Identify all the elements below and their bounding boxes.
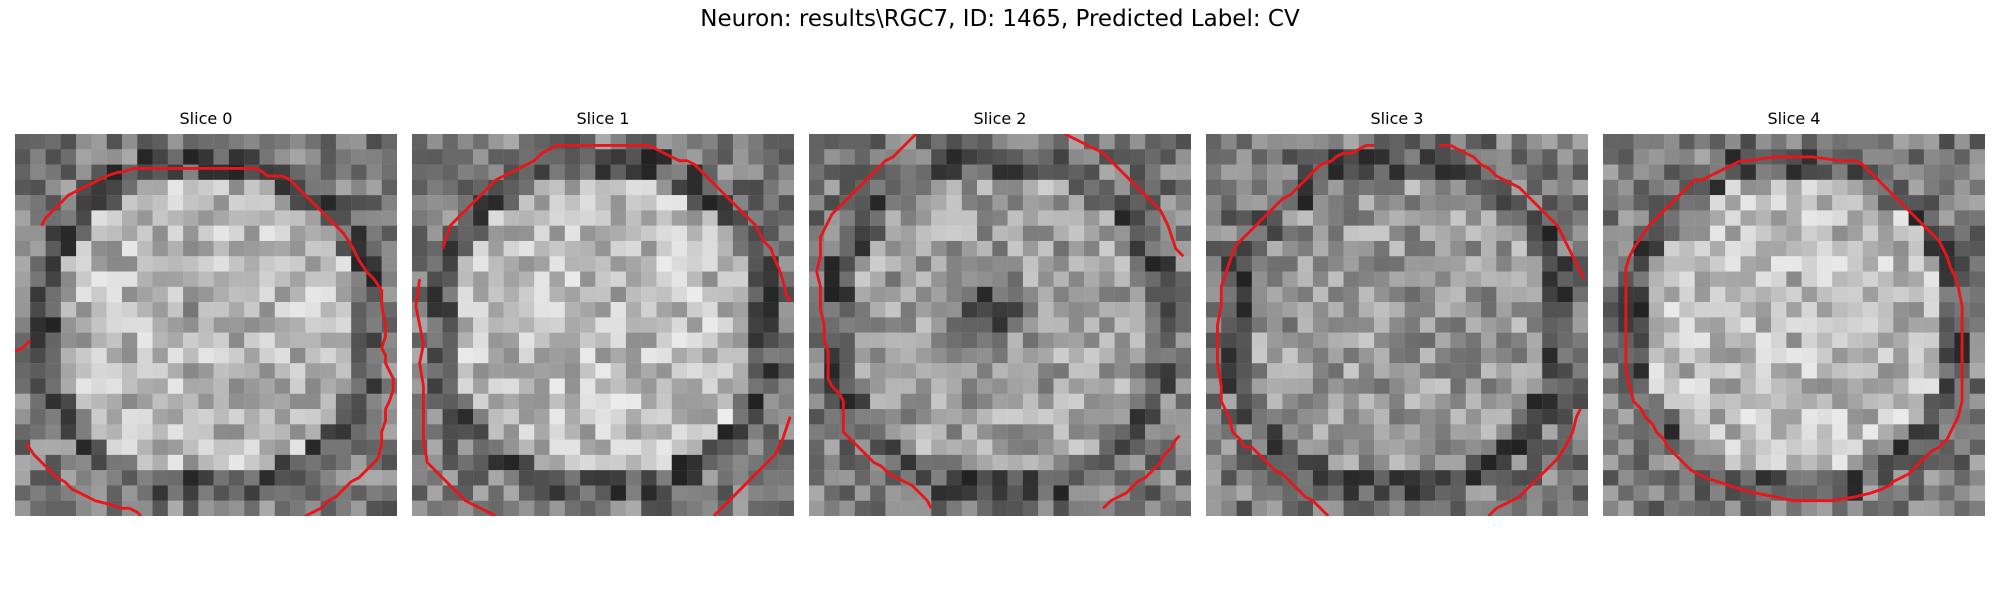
- slice-panel-0: Slice 0: [15, 108, 397, 516]
- slice-title-4: Slice 4: [1603, 108, 1985, 130]
- pixel-grid: [15, 134, 397, 516]
- figure-title: Neuron: results\RGC7, ID: 1465, Predicte…: [0, 6, 2000, 32]
- pixel-grid: [1603, 134, 1985, 516]
- slice-panel-3: Slice 3: [1206, 108, 1588, 516]
- slice-panel-1: Slice 1: [412, 108, 794, 516]
- slice-title-2: Slice 2: [809, 108, 1191, 130]
- slice-image-1: [412, 134, 794, 516]
- slice-panel-4: Slice 4: [1603, 108, 1985, 516]
- slice-image-3: [1206, 134, 1588, 516]
- slice-title-1: Slice 1: [412, 108, 794, 130]
- slice-image-2: [809, 134, 1191, 516]
- slice-title-3: Slice 3: [1206, 108, 1588, 130]
- slice-title-0: Slice 0: [15, 108, 397, 130]
- slice-panel-2: Slice 2: [809, 108, 1191, 516]
- pixel-grid: [809, 134, 1191, 516]
- slice-image-4: [1603, 134, 1985, 516]
- pixel-grid: [412, 134, 794, 516]
- slice-image-0: [15, 134, 397, 516]
